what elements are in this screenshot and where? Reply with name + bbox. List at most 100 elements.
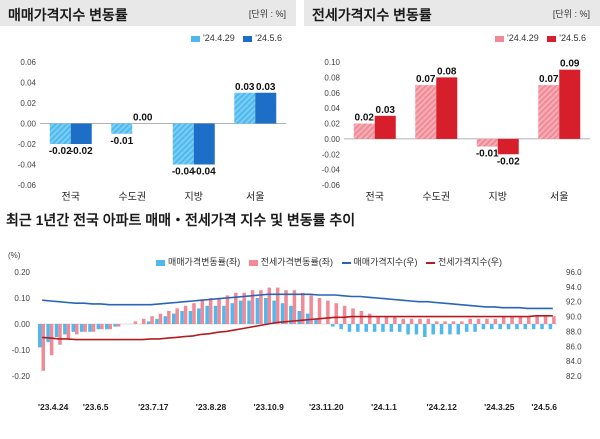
- legend-label-jeonse-curr: '24.5.6: [559, 33, 586, 43]
- bar-prev: [353, 123, 375, 139]
- legend-swatch-jeonse-prev: [494, 35, 504, 42]
- right-tick-label: 92.0: [566, 298, 582, 307]
- sale-rate-bar: [238, 300, 243, 324]
- y-tick-label: 0.10: [324, 58, 340, 67]
- sale-rate-bar: [163, 316, 168, 324]
- sale-rate-bar: [481, 324, 486, 330]
- bar-curr: [193, 123, 215, 165]
- y-tick-label: 0.08: [324, 73, 340, 82]
- bar-value-label: 0.09: [560, 59, 580, 70]
- legend-label-jeonse-prev: '24.4.29: [506, 33, 539, 43]
- jeonse-rate-bar: [250, 290, 255, 324]
- bar-curr: [374, 115, 396, 139]
- jeonse-rate-bar: [367, 313, 372, 324]
- right-tick-label: 86.0: [566, 342, 582, 351]
- sale-rate-bar: [171, 313, 176, 324]
- left-tick-label: 0.20: [14, 268, 30, 277]
- bar-prev: [49, 123, 71, 144]
- jeonse-rate-bar: [393, 316, 397, 324]
- sale-rate-bar: [104, 324, 109, 330]
- y-tick-label: 0.06: [20, 58, 36, 67]
- y-tick-label: -0.04: [18, 161, 37, 170]
- jeonse-rate-bar: [284, 290, 288, 324]
- left-tick-label: -0.10: [12, 346, 31, 355]
- jeonse-rate-bar: [460, 321, 464, 324]
- sale-rate-bar: [46, 324, 50, 343]
- sale-rate-bar: [464, 324, 469, 332]
- y-tick-label: -0.06: [18, 181, 37, 190]
- sale-rate-bar: [448, 324, 452, 335]
- bar-value-label: -0.04: [193, 167, 216, 178]
- sale-rate-bar: [431, 324, 435, 335]
- bar-curr: [70, 123, 92, 144]
- legend-label-jeonse-rate: 전세가격변동률(좌): [260, 257, 334, 267]
- x-tick-label: '24.1.1: [371, 402, 397, 412]
- jeonse-rate-bar: [183, 305, 188, 324]
- jeonse-rate-bar: [451, 321, 456, 324]
- jeonse-rate-bar: [359, 311, 364, 324]
- category-label: 전국: [366, 191, 384, 203]
- legend-swatch-sale-index: [341, 261, 351, 264]
- sale-rate-bar: [523, 324, 528, 330]
- jeonse-rate-bar: [476, 318, 481, 324]
- jeonse-rate-bar: [49, 324, 54, 356]
- jeonse-rate-bar: [100, 324, 104, 330]
- sale-rate-bar: [230, 303, 235, 324]
- bar-prev: [111, 123, 133, 134]
- jeonse-rate-bar: [275, 287, 280, 324]
- bar-prev: [234, 92, 256, 124]
- bar-curr: [255, 92, 277, 124]
- bar-value-label: 0.03: [256, 82, 276, 93]
- sale-rate-bar: [222, 305, 226, 324]
- legend-swatch-sale-curr: [243, 35, 253, 42]
- right-tick-label: 96.0: [566, 268, 582, 277]
- bar-value-label: -0.04: [172, 167, 195, 178]
- sale-rate-bar: [146, 321, 151, 324]
- jeonse-rate-bar: [468, 318, 472, 324]
- jeonse-rate-bar: [41, 324, 46, 371]
- jeonse-rate-bar: [267, 287, 272, 324]
- jeonse-rate-bar: [133, 321, 138, 324]
- x-tick-label: '23.4.24: [38, 402, 69, 412]
- bar-curr: [559, 69, 581, 139]
- sale-rate-bar: [515, 324, 519, 330]
- jeonse-rate-bar: [150, 316, 154, 324]
- jeonse-rate-bar: [326, 300, 330, 324]
- jeonse-rate-bar: [158, 313, 163, 324]
- sale-change-title: 매매가격지수 변동률: [8, 7, 128, 23]
- legend-label-sale-prev: '24.4.29: [202, 33, 235, 43]
- sale-rate-bar: [264, 298, 268, 324]
- jeonse-change-title: 전세가격지수 변동률: [312, 7, 432, 23]
- jeonse-rate-bar: [418, 318, 422, 324]
- bar-prev: [415, 85, 437, 139]
- sale-rate-bar: [414, 324, 419, 335]
- category-label: 지방: [185, 191, 203, 203]
- jeonse-rate-bar: [301, 292, 305, 324]
- jeonse-rate-bar: [74, 324, 79, 335]
- sale-rate-bar: [155, 318, 159, 324]
- sale-rate-bar: [364, 324, 368, 332]
- sale-rate-bar: [397, 324, 402, 332]
- x-tick-label: '23.7.17: [138, 402, 169, 412]
- jeonse-rate-bar: [242, 292, 246, 324]
- sale-rate-bar: [406, 324, 410, 335]
- sale-rate-bar: [439, 324, 444, 335]
- sale-rate-bar: [314, 318, 318, 324]
- right-tick-label: 94.0: [566, 283, 582, 292]
- bar-value-label: 0.03: [235, 82, 255, 93]
- y-tick-label: -0.04: [322, 166, 341, 175]
- y-tick-label: -0.02: [18, 140, 37, 149]
- bar-value-label: -0.02: [70, 146, 93, 157]
- x-tick-label: '24.3.25: [484, 402, 515, 412]
- category-label: 지방: [489, 191, 507, 203]
- sale-change-chart: 0.060.040.020.00-0.02-0.04-0.06-0.02-0.0…: [0, 0, 296, 203]
- jeonse-rate-bar: [401, 318, 405, 324]
- jeonse-rate-bar: [167, 311, 171, 324]
- jeonse-rate-bar: [192, 303, 196, 324]
- sale-rate-bar: [381, 324, 385, 332]
- jeonse-rate-bar: [175, 308, 179, 324]
- legend-swatch-jeonse-index: [426, 261, 436, 264]
- jeonse-index-line: [42, 315, 553, 341]
- jeonse-rate-bar: [434, 321, 439, 324]
- sale-change-panel: 0.06 0.04 0.02 0.00 -0.02 -0.04 -0.06 -0.02 -0.0…: [0, 0, 296, 205]
